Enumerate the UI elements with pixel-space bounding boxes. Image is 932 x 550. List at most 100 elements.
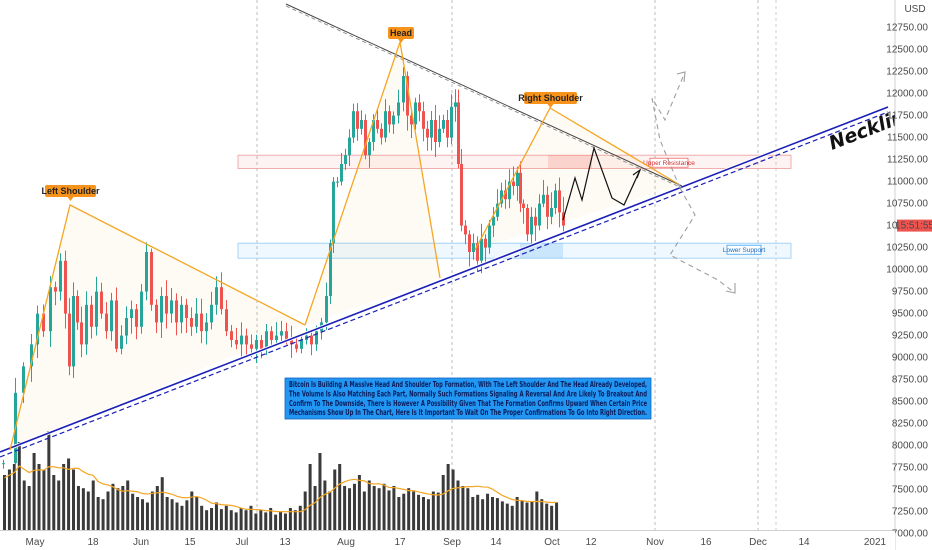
price-tick-label: 7000.00	[892, 529, 929, 540]
candle-body	[275, 335, 278, 340]
candle-body	[402, 76, 405, 103]
head-label-group: Head	[388, 27, 414, 43]
candle-body	[270, 331, 273, 340]
volume-bar	[47, 431, 51, 530]
price-tick-label: 10750.00	[886, 199, 928, 210]
candle-body	[496, 203, 499, 217]
candle-body	[255, 340, 258, 349]
volume-bar	[510, 505, 514, 530]
volume-bar	[279, 511, 283, 530]
candle-body	[442, 120, 445, 129]
volume-bar	[239, 508, 243, 530]
candle-body	[558, 190, 561, 213]
left-shoulder-label: Left Shoulder	[42, 186, 100, 196]
time-tick-label: Jun	[133, 537, 149, 548]
currency-label: USD	[904, 4, 925, 15]
volume-bar	[76, 486, 80, 530]
price-tick-label: 7250.00	[892, 507, 929, 518]
volume-bar	[17, 442, 21, 530]
candle-body	[418, 102, 421, 112]
volume-bar	[357, 475, 361, 530]
lower-support-label-group: Lower Support	[723, 244, 765, 255]
info-box-background	[284, 377, 652, 420]
candle-body	[300, 340, 303, 349]
volume-bar	[530, 501, 534, 530]
bullish-scenario	[651, 71, 686, 189]
candle-body	[434, 120, 437, 142]
candle-body	[295, 344, 298, 349]
candle-body	[165, 296, 168, 314]
time-tick-label: 14	[798, 537, 810, 548]
candle-body	[155, 304, 158, 323]
time-tick-label: 16	[700, 537, 712, 548]
time-tick-label: Dec	[749, 537, 767, 548]
candle-body	[468, 234, 471, 252]
candle-body	[145, 252, 148, 292]
candle-body	[376, 120, 379, 129]
volume-bar	[269, 508, 273, 530]
price-tick-label: 12000.00	[886, 89, 928, 100]
candle-body	[344, 155, 347, 164]
volume-bar	[32, 453, 36, 530]
volume-bar	[471, 497, 475, 530]
volume-bar	[37, 464, 41, 530]
volume-bar	[500, 501, 504, 530]
volume-bar	[525, 502, 529, 530]
volume-bar	[244, 510, 248, 530]
volume-bar	[42, 469, 46, 530]
candle-body	[64, 260, 67, 314]
current-price-badge	[897, 219, 932, 232]
bullish-arrowhead	[676, 71, 686, 83]
candle-body	[150, 252, 153, 305]
volume-bar	[540, 499, 544, 530]
candle-body	[450, 106, 453, 138]
right-shoulder-label-group: Right Shoulder	[518, 92, 583, 108]
candles	[2, 67, 565, 471]
left-shoulder-path	[9, 204, 306, 451]
volume-bar	[495, 498, 499, 530]
info-box-line: Bitcoin Is Building A Massive Head And S…	[289, 380, 647, 389]
info-box-line: The Volume Is Also Matching Each Part, N…	[289, 389, 647, 398]
volume-bar	[352, 483, 356, 530]
volume-bar	[338, 464, 342, 530]
candle-body	[519, 172, 522, 204]
neckline-line	[0, 106, 889, 453]
volume-bar	[72, 469, 76, 530]
candle-body	[170, 300, 173, 314]
volume-bar	[481, 499, 485, 530]
volume-bar	[249, 505, 253, 530]
candle-body	[500, 190, 503, 204]
candle-body	[285, 331, 288, 340]
candle-body	[125, 318, 128, 336]
annotation-labels: Left Shoulder Head Right Shoulder Bitcoin I…	[42, 27, 652, 420]
price-tick-label: 10250.00	[886, 243, 928, 254]
volume-bar	[234, 512, 238, 530]
candle-body	[526, 208, 529, 235]
volume-ma-line	[4, 465, 557, 513]
volume-bar	[461, 486, 465, 530]
volume-bar	[476, 494, 480, 530]
candle-body	[195, 313, 198, 327]
info-box: Bitcoin Is Building A Massive Head And S…	[284, 377, 652, 420]
volume-bar	[121, 486, 125, 530]
time-tick-label: 17	[394, 537, 406, 548]
volume-bar	[86, 491, 90, 530]
volume-bar	[426, 499, 430, 530]
candle-body	[280, 331, 283, 336]
current-price-label: 15:51:55	[895, 221, 932, 232]
volume-bar	[101, 499, 105, 530]
candle-body	[235, 340, 238, 345]
candle-body	[100, 291, 103, 314]
volume-bar	[136, 497, 140, 530]
volume-bar	[436, 492, 440, 530]
candle-body	[315, 331, 318, 345]
upper-resistance-zone	[237, 154, 792, 169]
candle-body	[352, 111, 355, 138]
time-tick-label: Aug	[337, 537, 355, 548]
candle-body	[488, 225, 491, 248]
time-tick-label: 2021	[864, 537, 887, 548]
volume-bar	[333, 469, 337, 530]
